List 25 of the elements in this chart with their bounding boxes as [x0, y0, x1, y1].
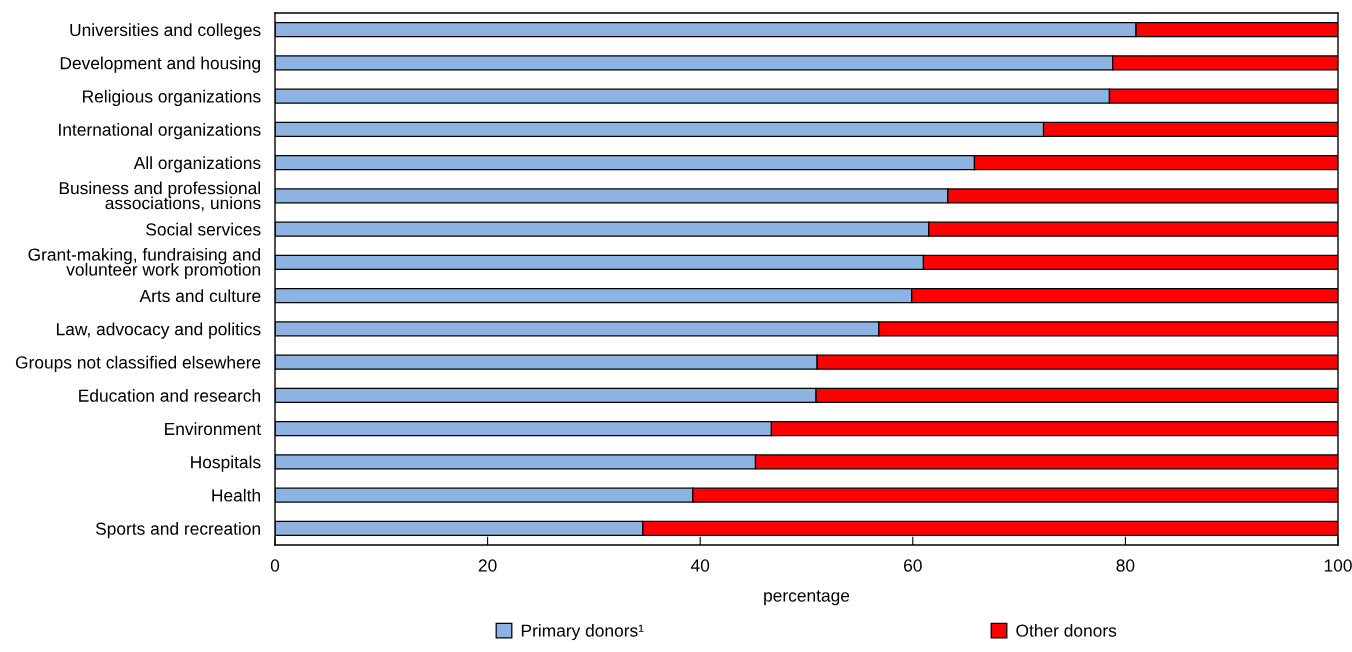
x-tick-label: 40 — [690, 559, 710, 572]
x-tick-label: 80 — [1116, 559, 1135, 572]
y-tick-label: Law, advocacy and politics — [56, 322, 261, 339]
y-tick-label: Groups not classified elsewhere — [15, 355, 261, 373]
legend-label: Other donors — [1016, 624, 1117, 637]
x-tick-label: 100 — [1324, 559, 1352, 572]
y-tick-label: Hospitals — [191, 455, 261, 472]
y-tick-label: Development and housing — [60, 56, 261, 73]
y-tick-label: Education and research — [79, 389, 260, 402]
y-tick-label: Business and professional associations, unions — [59, 181, 261, 212]
x-axis-title: percentage — [764, 590, 850, 606]
x-tick-label: 20 — [478, 559, 497, 572]
y-tick-label: All organizations — [133, 156, 261, 173]
legend-label: Primary donors¹ — [521, 624, 644, 641]
y-tick-label: Universities and colleges — [70, 23, 261, 40]
y-tick-label: Health — [212, 488, 260, 502]
y-tick-label: Environment — [165, 422, 261, 436]
y-tick-label: Arts and culture — [139, 289, 261, 303]
y-tick-label: Grant-making, fundraising and volunteer work promotion — [28, 247, 261, 280]
y-tick-label: Religious organizations — [83, 89, 261, 107]
x-tick-label: 60 — [904, 559, 922, 572]
y-tick-label: International organizations — [59, 123, 261, 140]
x-tick-label: 0 — [270, 559, 280, 572]
y-tick-label: Sports and recreation — [95, 522, 260, 539]
y-tick-label: Social services — [146, 222, 261, 236]
